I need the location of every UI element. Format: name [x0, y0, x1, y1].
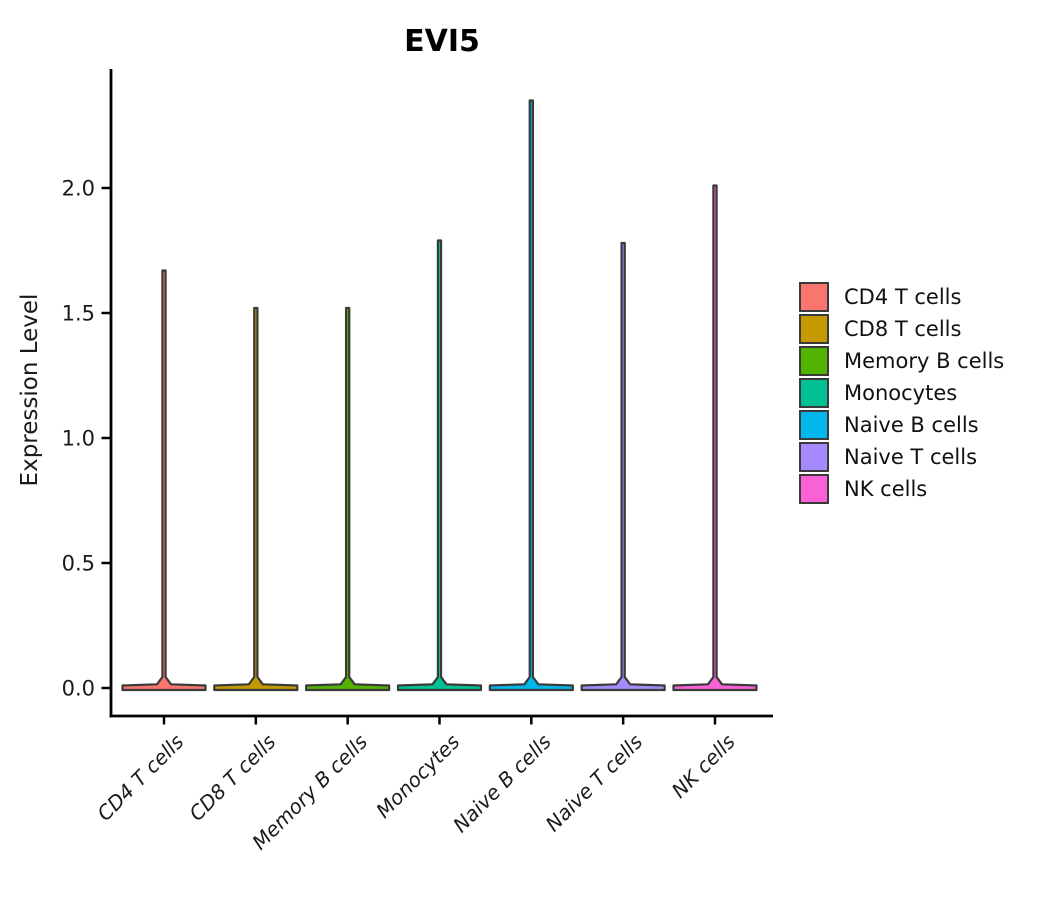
legend-swatch-icon [799, 314, 829, 344]
y-tick-label: 0.5 [62, 552, 95, 576]
legend-swatch-icon [799, 378, 829, 408]
legend-item-memory-b-cells: Memory B cells [799, 345, 1004, 377]
legend-swatch-icon [799, 410, 829, 440]
violin-nk-cells [672, 184, 758, 692]
legend-label: Naive T cells [844, 445, 978, 469]
violin-cd4-t-cells [121, 269, 207, 692]
legend-swatch-icon [799, 474, 829, 504]
legend-swatch-icon [799, 442, 829, 472]
legend-item-naive-b-cells: Naive B cells [799, 409, 1004, 441]
violin-monocytes [396, 239, 483, 692]
violin-naive-t-cells [580, 241, 666, 692]
legend-swatch-icon [799, 346, 829, 376]
y-tick-label: 2.0 [62, 177, 95, 201]
legend-label: Naive B cells [844, 413, 979, 437]
legend-label: Monocytes [844, 381, 958, 405]
violin-naive-b-cells [488, 99, 574, 692]
legend-item-cd8-t-cells: CD8 T cells [799, 313, 1004, 345]
violin-memory-b-cells [305, 306, 391, 692]
legend-swatch-icon [799, 282, 829, 312]
legend-item-naive-t-cells: Naive T cells [799, 441, 1004, 473]
legend-item-nk-cells: NK cells [799, 473, 1004, 505]
legend-item-cd4-t-cells: CD4 T cells [799, 281, 1004, 313]
legend: CD4 T cells CD8 T cells Memory B cells Mono… [799, 281, 1004, 505]
legend-label: CD8 T cells [844, 317, 962, 341]
legend-item-monocytes: Monocytes [799, 377, 1004, 409]
legend-label: NK cells [844, 477, 928, 501]
legend-label: CD4 T cells [844, 285, 962, 309]
chart-title: EVI5 [404, 24, 480, 59]
y-tick-label: 1.5 [62, 302, 95, 326]
y-tick-label: 1.0 [62, 427, 95, 451]
violin-cd8-t-cells [213, 306, 299, 692]
legend-label: Memory B cells [844, 349, 1005, 373]
y-tick-label: 0.0 [62, 677, 95, 701]
